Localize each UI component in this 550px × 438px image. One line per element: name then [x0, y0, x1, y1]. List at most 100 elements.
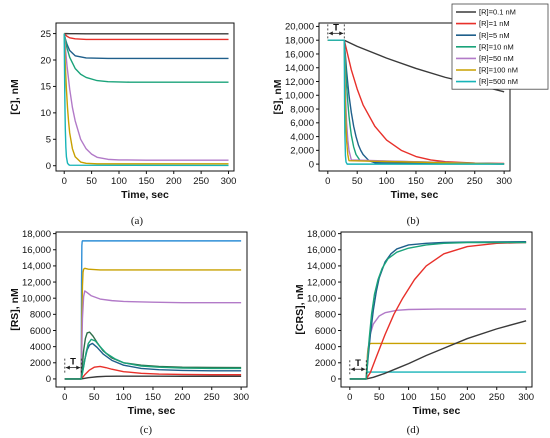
- series-group: [63, 32, 229, 167]
- series-line--r-10-nm: [63, 33, 229, 83]
- y-tick-label: 6,000: [290, 118, 314, 129]
- series-group: [349, 240, 527, 380]
- plot-frame: [55, 22, 235, 172]
- y-tick-label: 0: [46, 374, 51, 385]
- x-tick-label: 50: [374, 392, 385, 403]
- series-line--r-500-nm: [327, 39, 505, 165]
- y-tick-label: 8000: [315, 310, 336, 321]
- legend-entry-label: [R]=1 nM: [479, 19, 510, 28]
- series-line-c-1: [64, 267, 242, 380]
- y-tick-label: 2,000: [290, 146, 314, 157]
- x-tick-label: 200: [174, 392, 190, 403]
- y-tick-label: 20: [40, 55, 51, 66]
- y-tick-label: 16,000: [22, 245, 51, 256]
- plot-frame: [340, 231, 533, 388]
- y-tick-label: 18,000: [285, 36, 314, 47]
- x-tick-label: 300: [221, 176, 237, 187]
- y-tick-label: 6000: [315, 326, 336, 337]
- y-tick-label: 14,000: [285, 63, 314, 74]
- x-axis-label: Time, sec: [121, 189, 169, 201]
- y-tick-label: 14,000: [22, 261, 51, 272]
- series-line-d-1: [349, 342, 527, 380]
- y-tick-label: 12,000: [22, 277, 51, 288]
- plot-frame: [318, 22, 511, 172]
- y-tick-label: 6000: [30, 326, 51, 337]
- series-line-c-6: [64, 375, 242, 380]
- series-line-c-7: [64, 338, 242, 380]
- series-line-c-2: [64, 290, 242, 380]
- series-line-d-0: [349, 371, 527, 380]
- x-tick-label: 100: [116, 392, 132, 403]
- y-tick-label: 4000: [315, 342, 336, 353]
- y-tick-label: 8000: [30, 310, 51, 321]
- y-tick-label: 4,000: [290, 132, 314, 143]
- x-axis-label: Time, sec: [391, 189, 439, 201]
- x-tick-label: 200: [437, 176, 453, 187]
- x-tick-label: 100: [379, 176, 395, 187]
- x-tick-label: 150: [145, 392, 161, 403]
- y-tick-label: 4000: [30, 342, 51, 353]
- y-tick-label: 16,000: [285, 49, 314, 60]
- series-line--r-500-nm: [63, 33, 229, 167]
- x-tick-label: 150: [408, 176, 424, 187]
- duration-annotation: T: [64, 357, 82, 373]
- series-line-c-5: [64, 365, 242, 380]
- x-tick-label: 300: [233, 392, 249, 403]
- duration-label: T: [333, 22, 339, 33]
- y-tick-label: 12,000: [307, 277, 336, 288]
- panel-b: 0 50 100 150 200 250 300 0 2,000 4,000 6,000 8,000 1…: [272, 22, 512, 227]
- plot-frame: [55, 231, 248, 388]
- duration-label: T: [70, 357, 76, 368]
- series-line--r-50-nm: [63, 33, 229, 161]
- y-tick-label: 15: [40, 82, 51, 93]
- x-tick-label: 300: [496, 176, 512, 187]
- x-tick-label: 50: [86, 176, 97, 187]
- x-tick-label: 100: [401, 392, 417, 403]
- x-tick-label: 50: [352, 176, 363, 187]
- x-tick-label: 0: [347, 392, 352, 403]
- x-tick-label: 50: [89, 392, 100, 403]
- series-line-c-0: [64, 240, 242, 380]
- x-tick-label: 200: [459, 392, 475, 403]
- x-tick-label: 250: [467, 176, 483, 187]
- x-tick-label: 300: [518, 392, 534, 403]
- y-tick-label: 25: [40, 29, 51, 40]
- x-tick-label: 250: [204, 392, 220, 403]
- y-tick-label: 0: [309, 159, 314, 170]
- y-tick-label: 5: [46, 135, 51, 146]
- y-axis-label: [C], nM: [9, 79, 21, 115]
- series-line-d-6: [349, 241, 527, 380]
- y-tick-label: 2000: [315, 358, 336, 369]
- y-tick-label: 0: [331, 374, 336, 385]
- x-tick-label: 250: [489, 392, 505, 403]
- y-tick-label: 10,000: [22, 293, 51, 304]
- panel-d: 0 50 100 150 200 250 300 0 2000 4000 6000 8000 10,00…: [294, 229, 534, 436]
- x-axis-label: Time, sec: [128, 405, 176, 417]
- series-line--r-1-nm: [63, 33, 229, 41]
- y-tick-label: 16,000: [307, 245, 336, 256]
- y-tick-label: 0: [46, 161, 51, 172]
- series-group: [327, 39, 505, 165]
- series-line--r-5-nm: [63, 33, 229, 60]
- series-line--r-1-nm: [327, 39, 505, 165]
- y-axis-label: [S], nM: [272, 79, 284, 114]
- series-line-d-4: [349, 241, 527, 380]
- legend-entry-label: [R]=100 nM: [479, 66, 518, 75]
- panel-sublabel: (c): [140, 424, 153, 436]
- x-tick-label: 250: [193, 176, 209, 187]
- y-tick-label: 2000: [30, 358, 51, 369]
- y-tick-label: 10,000: [307, 293, 336, 304]
- x-tick-label: 150: [430, 392, 446, 403]
- y-tick-label: 12,000: [285, 77, 314, 88]
- y-axis-label: [CRS], nM: [294, 284, 306, 334]
- x-tick-label: 0: [325, 176, 330, 187]
- y-tick-label: 18,000: [22, 229, 51, 240]
- y-tick-label: 10: [40, 108, 51, 119]
- x-tick-label: 150: [138, 176, 154, 187]
- legend-entry-label: [R]=500 nM: [479, 77, 518, 86]
- y-axis-label: [RS], nM: [9, 288, 21, 331]
- duration-annotation: T: [349, 358, 367, 375]
- duration-label: T: [355, 358, 361, 369]
- x-tick-label: 0: [62, 392, 67, 403]
